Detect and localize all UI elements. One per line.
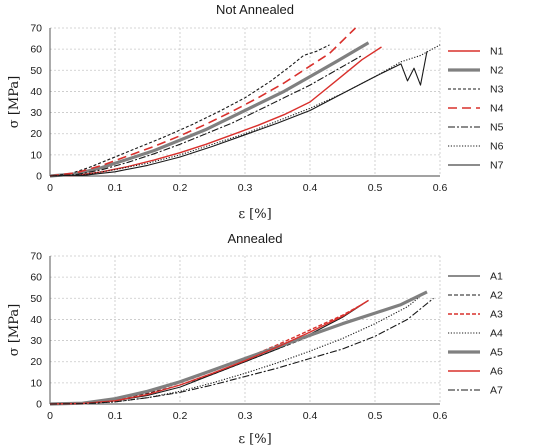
chart2-ytick-label: 10 — [30, 377, 42, 389]
chart2-ytick-label: 20 — [30, 356, 42, 368]
chart1-xtick-label: 0.2 — [173, 182, 188, 194]
chart1-xtick-label: 0.4 — [303, 182, 318, 194]
chart2-xtick-label: 0.3 — [238, 410, 253, 422]
chart2-series-a4 — [49, 295, 421, 405]
chart2-x-axis-label: ε [%] — [238, 432, 271, 447]
chart1: Not Annealed 0 0.1 0.2 0.3 0.4 0.5 0.6 0 10 20 30 40… — [7, 2, 504, 222]
chart1-ytick-label: 40 — [30, 86, 42, 98]
chart1-series-n7 — [49, 51, 428, 177]
chart2-series-a6 — [49, 299, 369, 405]
chart1-xtick-label: 0.6 — [433, 182, 448, 194]
chart2-legend-label-a2: A2 — [490, 290, 503, 302]
chart1-ytick-label: 10 — [30, 149, 42, 161]
chart1-legend-label-n4: N4 — [490, 103, 504, 115]
chart2-xtick-label: 0 — [47, 410, 53, 422]
chart2-title: Annealed — [228, 231, 283, 246]
chart1-legend-label-n3: N3 — [490, 84, 504, 96]
chart1-legend-label-n2: N2 — [490, 65, 504, 77]
chart1-ytick-label: 50 — [30, 65, 42, 77]
chart1-series-n1 — [49, 46, 382, 177]
chart1-legend-label-n7: N7 — [490, 160, 504, 172]
chart2-legend-label-a7: A7 — [490, 385, 503, 397]
chart2-series-a1 — [49, 299, 369, 405]
chart2-xtick-label: 0.6 — [433, 410, 448, 422]
chart1-legend-label-n6: N6 — [490, 141, 504, 153]
chart2-xtick-label: 0.2 — [173, 410, 188, 422]
chart1-series-n5 — [49, 55, 363, 177]
chart1-ytick-label: 30 — [30, 107, 42, 119]
chart2-legend-label-a6: A6 — [490, 366, 503, 378]
chart2-ytick-label: 0 — [36, 399, 42, 411]
chart2-ytick-label: 30 — [30, 335, 42, 347]
chart2-series-a5 — [49, 290, 428, 406]
chart2-xtick-label: 0.4 — [303, 410, 318, 422]
chart1-xtick-label: 0 — [47, 182, 53, 194]
chart2-ytick-label: 50 — [30, 293, 42, 305]
chart1-series-n6 — [49, 44, 441, 177]
chart1-ytick-label: 60 — [30, 44, 42, 56]
chart2-series-a7 — [49, 297, 434, 405]
chart1-legend-label-n5: N5 — [490, 122, 504, 134]
chart1-title: Not Annealed — [216, 2, 294, 17]
chart1-legend-label-n1: N1 — [490, 46, 504, 58]
chart2-xtick-label: 0.1 — [108, 410, 123, 422]
chart2: Annealed 0 0.1 0.2 0.3 0.4 0.5 0.6 0 10 20 30 40 50 60… — [7, 231, 503, 447]
chart1-ytick-label: 70 — [30, 23, 42, 35]
chart2-ytick-label: 70 — [30, 251, 42, 263]
chart2-xtick-label: 0.5 — [368, 410, 383, 422]
chart1-y-axis-label: σ [MPa] — [7, 76, 22, 128]
chart2-legend: A1 A2 A3 A4 A5 A6 A7 — [448, 271, 503, 397]
chart1-legend: N1 N2 N3 N4 N5 N6 N7 — [448, 46, 504, 172]
chart2-legend-label-a4: A4 — [490, 328, 503, 340]
chart2-legend-label-a5: A5 — [490, 347, 503, 359]
chart2-legend-label-a1: A1 — [490, 271, 503, 283]
chart2-ytick-label: 60 — [30, 272, 42, 284]
chart1-xtick-label: 0.1 — [108, 182, 123, 194]
chart1-xtick-label: 0.3 — [238, 182, 253, 194]
chart1-series-n3 — [49, 44, 330, 177]
chart1-ytick-label: 0 — [36, 171, 42, 183]
chart1-ytick-label: 20 — [30, 128, 42, 140]
chart1-x-axis-label: ε [%] — [238, 207, 271, 222]
chart2-ytick-label: 40 — [30, 314, 42, 326]
chart1-series-n2 — [49, 41, 370, 178]
chart2-legend-label-a3: A3 — [490, 309, 503, 321]
chart1-xtick-label: 0.5 — [368, 182, 383, 194]
chart2-y-axis-label: σ [MPa] — [7, 304, 22, 356]
